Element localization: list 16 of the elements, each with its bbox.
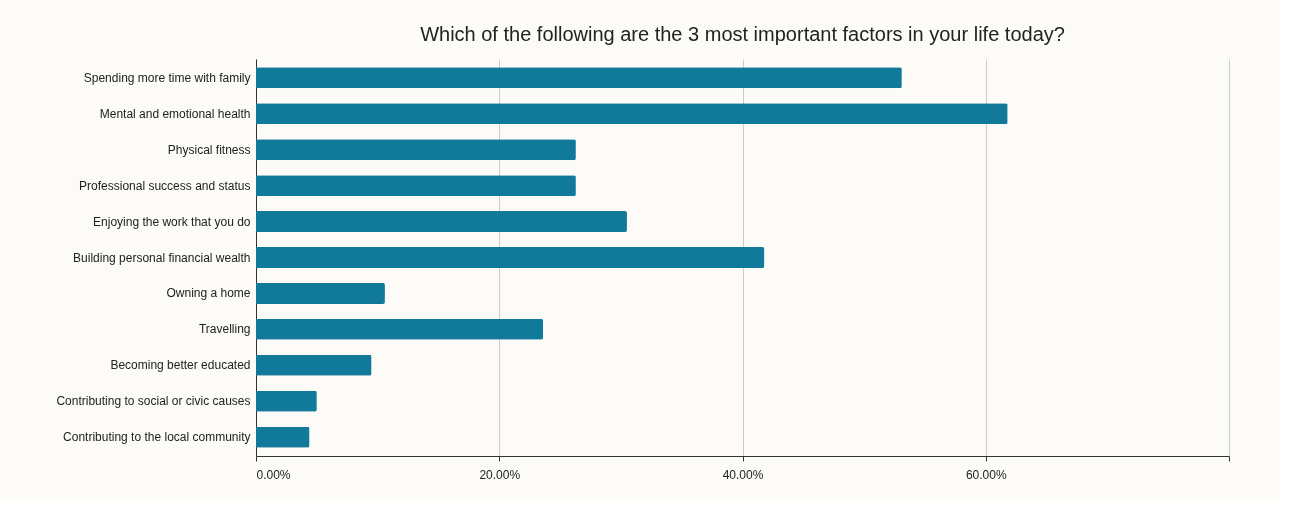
y-tick-label: Contributing to social or civic causes xyxy=(56,394,251,409)
y-tick-label: Spending more time with family xyxy=(83,70,251,85)
chart-title: Which of the following are the 3 most important factors in your life today? xyxy=(420,23,1065,45)
x-tick-label: 20.00% xyxy=(479,467,521,482)
y-tick-label: Professional success and status xyxy=(79,178,251,193)
x-tick-label: 40.00% xyxy=(722,467,764,482)
y-tick-label: Enjoying the work that you do xyxy=(93,214,251,229)
y-tick-label: Becoming better educated xyxy=(110,358,251,373)
y-tick-label: Owning a home xyxy=(166,286,251,301)
x-tick-label: 0.00% xyxy=(256,467,291,482)
y-tick-label: Physical fitness xyxy=(167,142,251,157)
y-tick-label: Travelling xyxy=(198,322,251,337)
y-tick-label: Mental and emotional health xyxy=(99,106,251,121)
y-tick-label: Building personal financial wealth xyxy=(73,250,251,265)
y-tick-label: Contributing to the local community xyxy=(63,430,251,445)
x-tick-label: 60.00% xyxy=(965,467,1007,482)
